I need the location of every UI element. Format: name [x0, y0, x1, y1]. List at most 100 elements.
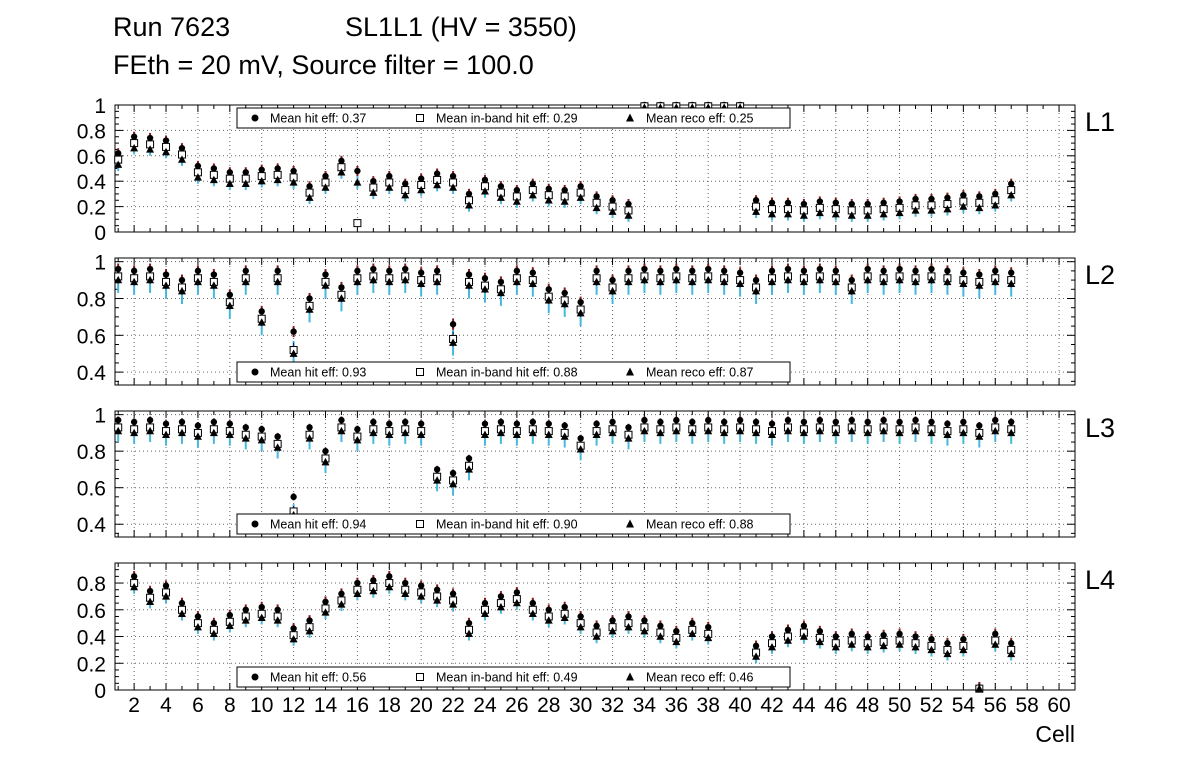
- y-tick-label: 0: [94, 680, 106, 703]
- x-tick-label: 26: [505, 694, 528, 717]
- x-tick-label: 12: [282, 694, 305, 717]
- y-tick-label: 0.2: [77, 653, 106, 676]
- y-tick-label: 0.8: [77, 441, 106, 464]
- panel-L1: 00.2 0.40.6 0.81 L1 Mean hit eff: 0.37 Mean i…: [77, 95, 1115, 245]
- x-tick-label: 54: [952, 694, 976, 717]
- legend-L1: Mean hit eff: 0.37 Mean in-band hit eff: …: [236, 107, 791, 129]
- y-tick-label: 0.4: [77, 627, 107, 650]
- x-tick-label: 44: [792, 694, 816, 717]
- legend-triangle-marker: [626, 367, 634, 376]
- y-tick-label: 0.6: [77, 325, 106, 348]
- legend-entry: Mean in-band hit eff: 0.90: [436, 518, 578, 532]
- x-tick-label: 56: [984, 694, 1007, 717]
- panel-L3: 0.4 0.6 0.8 1 L3 Mean hit eff: 0.94 Mean in-ba…: [77, 405, 1115, 538]
- legend-square-marker: [416, 114, 424, 122]
- reco-error-bars: [117, 267, 1013, 367]
- x-tick-label: 40: [728, 694, 751, 717]
- x-tick-label: 2: [128, 694, 140, 717]
- x-tick-label: 10: [250, 694, 273, 717]
- y-tick-label: 0.6: [77, 146, 106, 169]
- panel-label-L4: L4: [1085, 565, 1115, 595]
- x-tick-label: 50: [888, 694, 911, 717]
- legend-circle-marker: [251, 520, 259, 528]
- y-tick-label: 0.6: [77, 478, 106, 501]
- x-axis-title: Cell: [1035, 721, 1075, 747]
- reco-markers: [114, 426, 1016, 519]
- panel-label-L2: L2: [1085, 260, 1115, 290]
- legend-square-marker: [416, 520, 424, 528]
- x-tick-label: 48: [856, 694, 879, 717]
- legend-triangle-marker: [626, 519, 634, 528]
- y-tick-label: 0.4: [77, 171, 107, 194]
- x-tick-label: 28: [537, 694, 560, 717]
- y-tick-label: 0.8: [77, 120, 106, 143]
- legend-entry: Mean reco eff: 0.46: [646, 671, 754, 685]
- y-tick-label: 0.6: [77, 600, 106, 623]
- y-tick-label: 0.2: [77, 197, 106, 220]
- panel-L2: 0.4 0.6 0.8 1 L2 Mean hit eff: 0.93 Mean in-ba…: [77, 252, 1115, 386]
- legend-L4: Mean hit eff: 0.56 Mean in-band hit eff: …: [236, 666, 791, 688]
- x-tick-label: 20: [409, 694, 432, 717]
- hit-markers: [130, 573, 1015, 691]
- legend-entry: Mean hit eff: 0.56: [270, 671, 366, 685]
- legend-entry: Mean in-band hit eff: 0.49: [436, 671, 578, 685]
- legend-circle-marker: [251, 368, 259, 376]
- legend-square-marker: [416, 673, 424, 681]
- x-tick-label: 30: [569, 694, 592, 717]
- x-tick-label: 6: [192, 694, 204, 717]
- y-tick-label: 1: [94, 95, 106, 118]
- y-tick-label: 0.4: [77, 514, 107, 537]
- legend-entry: Mean hit eff: 0.93: [270, 366, 366, 380]
- hit-markers: [114, 265, 1015, 335]
- x-tick-label: 8: [224, 694, 236, 717]
- legend-circle-marker: [251, 673, 259, 681]
- legend-entry: Mean reco eff: 0.88: [646, 518, 754, 532]
- panel-label-L3: L3: [1085, 413, 1115, 443]
- x-tick-label: 36: [665, 694, 688, 717]
- x-tick-label: 52: [920, 694, 943, 717]
- legend-entry: Mean hit eff: 0.37: [270, 112, 366, 126]
- run-title: Run 7623: [113, 12, 231, 42]
- x-tick-label: 38: [697, 694, 720, 717]
- legend-circle-marker: [251, 114, 259, 122]
- y-tick-label: 1: [94, 252, 106, 275]
- hit-markers: [114, 416, 1015, 501]
- x-tick-label: 24: [473, 694, 497, 717]
- config-title: SL1L1 (HV = 3550): [345, 12, 577, 42]
- plot-frame: [114, 410, 1076, 538]
- y-tick-label: 0.4: [77, 362, 107, 385]
- y-tick-label: 1: [94, 405, 106, 428]
- panel-label-L1: L1: [1085, 107, 1115, 137]
- legend-triangle-marker: [626, 672, 634, 681]
- x-tick-label: 14: [314, 694, 338, 717]
- legend-entry: Mean in-band hit eff: 0.29: [436, 112, 578, 126]
- y-tick-label: 0.8: [77, 288, 106, 311]
- legend-entry: Mean in-band hit eff: 0.88: [436, 366, 578, 380]
- legend-triangle-marker: [626, 113, 634, 122]
- legend-entry: Mean reco eff: 0.87: [646, 366, 754, 380]
- plot-frame: [114, 562, 1076, 691]
- legend-entry: Mean hit eff: 0.94: [270, 518, 366, 532]
- panel-L4: 0 0.2 0.4 0.6 0.8 L4 Mean hit eff: 0.56 Mean in…: [77, 562, 1115, 703]
- x-tick-label: 42: [760, 694, 783, 717]
- reco-markers: [114, 275, 1016, 357]
- x-tick-label: 18: [378, 694, 401, 717]
- y-tick-label: 0: [94, 222, 106, 245]
- x-tick-label: 32: [601, 694, 624, 717]
- x-tick-label: 34: [633, 694, 657, 717]
- x-tick-label: 60: [1047, 694, 1070, 717]
- y-tick-label: 0.8: [77, 573, 106, 596]
- x-axis-labels: 2 4 6 8 10 12 14 16 18 20 22 24 26 28 30 32 34 36 38 40 42 44…: [128, 694, 1070, 717]
- reco-markers: [130, 582, 1016, 692]
- legend-entry: Mean reco eff: 0.25: [646, 112, 754, 126]
- settings-title: FEth = 20 mV, Source filter = 100.0: [113, 50, 534, 80]
- x-tick-label: 4: [160, 694, 172, 717]
- legend-L3: Mean hit eff: 0.94 Mean in-band hit eff: …: [236, 513, 791, 535]
- x-tick-label: 58: [1015, 694, 1038, 717]
- x-tick-label: 16: [346, 694, 369, 717]
- x-tick-label: 46: [824, 694, 847, 717]
- legend-L2: Mean hit eff: 0.93 Mean in-band hit eff: …: [236, 361, 791, 383]
- plot-frame: [114, 257, 1076, 386]
